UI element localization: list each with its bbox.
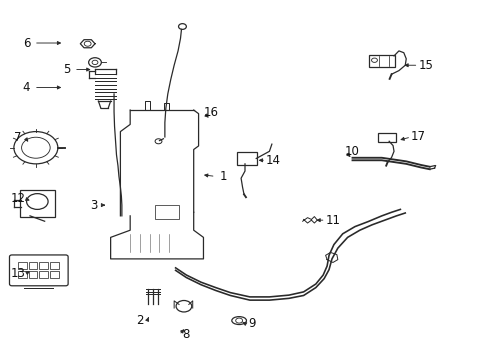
Text: 6: 6 xyxy=(23,36,30,50)
Text: 9: 9 xyxy=(248,317,256,330)
Text: 16: 16 xyxy=(203,106,219,119)
Text: 15: 15 xyxy=(418,59,433,72)
Text: 7: 7 xyxy=(14,131,22,144)
Text: 13: 13 xyxy=(10,267,25,280)
Text: 8: 8 xyxy=(183,328,190,341)
Text: 11: 11 xyxy=(325,214,341,227)
Text: 10: 10 xyxy=(345,145,360,158)
Text: 2: 2 xyxy=(136,314,144,327)
Text: 1: 1 xyxy=(219,170,227,183)
Text: 4: 4 xyxy=(23,81,30,94)
Text: 5: 5 xyxy=(63,63,71,76)
Text: 12: 12 xyxy=(10,192,25,205)
Text: 17: 17 xyxy=(411,130,426,144)
Text: 3: 3 xyxy=(90,199,97,212)
Text: 14: 14 xyxy=(266,154,281,167)
